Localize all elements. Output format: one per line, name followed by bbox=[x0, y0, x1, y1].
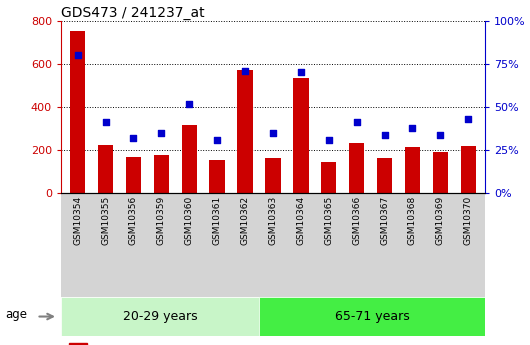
Bar bbox=[69, 343, 87, 345]
Bar bbox=[349, 143, 364, 193]
Point bbox=[464, 116, 472, 122]
Point bbox=[157, 130, 165, 136]
Bar bbox=[321, 162, 337, 193]
Bar bbox=[293, 78, 308, 193]
Point bbox=[101, 120, 110, 125]
Bar bbox=[377, 158, 392, 193]
Bar bbox=[432, 152, 448, 193]
Bar bbox=[266, 158, 280, 193]
Bar bbox=[405, 147, 420, 193]
Bar bbox=[259, 297, 485, 336]
Text: 20-29 years: 20-29 years bbox=[122, 310, 197, 323]
Bar bbox=[61, 297, 259, 336]
Point bbox=[324, 137, 333, 142]
Text: GDS473 / 241237_at: GDS473 / 241237_at bbox=[61, 6, 205, 20]
Text: 65-71 years: 65-71 years bbox=[334, 310, 409, 323]
Text: age: age bbox=[5, 308, 27, 321]
Point bbox=[74, 52, 82, 58]
Point bbox=[129, 135, 138, 141]
Point bbox=[297, 70, 305, 75]
Point bbox=[241, 68, 249, 73]
Bar bbox=[70, 31, 85, 193]
Point bbox=[352, 120, 361, 125]
Bar bbox=[237, 70, 253, 193]
Point bbox=[408, 125, 417, 130]
Bar bbox=[154, 156, 169, 193]
Bar bbox=[461, 146, 476, 193]
Bar bbox=[98, 145, 113, 193]
Point bbox=[269, 130, 277, 136]
Point bbox=[436, 132, 445, 137]
Bar bbox=[209, 160, 225, 193]
Bar bbox=[126, 157, 141, 193]
Point bbox=[213, 137, 222, 142]
Point bbox=[381, 132, 389, 137]
Point bbox=[185, 101, 193, 106]
Bar bbox=[182, 125, 197, 193]
